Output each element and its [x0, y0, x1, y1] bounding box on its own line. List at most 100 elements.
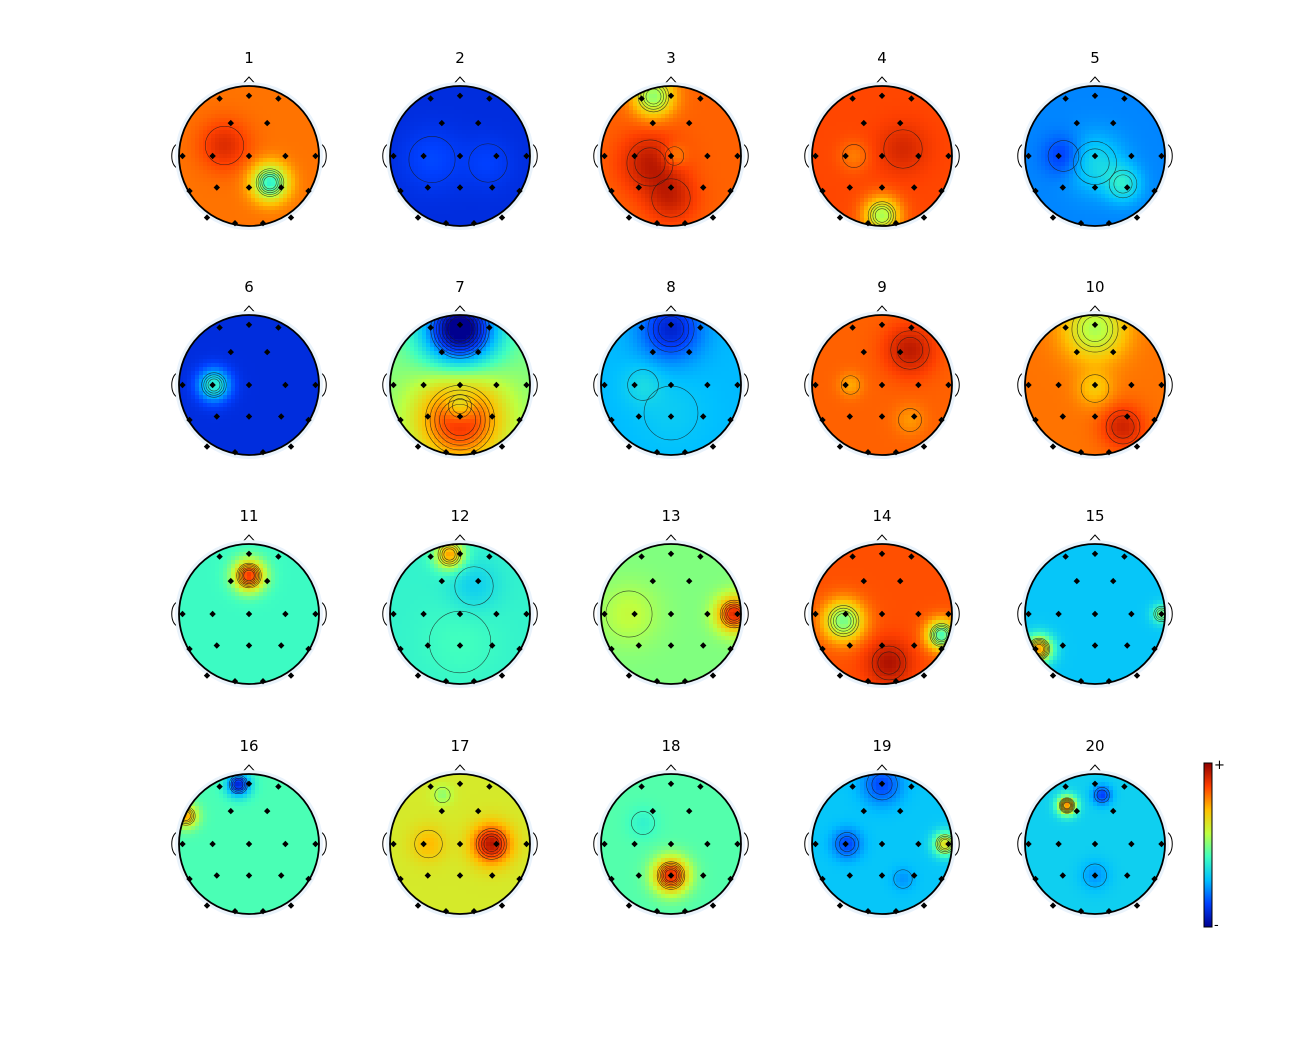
electrode-marker [704, 840, 711, 848]
electrode-marker [245, 610, 253, 618]
electrode-marker [878, 550, 886, 557]
electrode-marker [681, 449, 689, 456]
electrode-marker [878, 872, 886, 879]
electrode-marker [842, 840, 849, 848]
contour-line [241, 568, 257, 583]
electrode-marker [231, 220, 239, 227]
electrode-marker [892, 220, 900, 227]
head-outline [178, 314, 320, 456]
electrode-marker [489, 413, 496, 420]
contour-line [201, 372, 227, 398]
contour-line [656, 861, 686, 890]
electrode-marker [420, 381, 427, 389]
electrode-marker [667, 381, 675, 389]
electrode-marker [1105, 220, 1113, 227]
electrode-marker [700, 642, 707, 649]
electrode-marker [470, 449, 478, 456]
electrode-marker [819, 875, 826, 883]
contour-line [1105, 409, 1141, 445]
electrode-marker [486, 324, 493, 331]
contour-line [1080, 148, 1110, 178]
electrode-marker [516, 645, 523, 653]
electrode-marker [179, 610, 186, 618]
map-title: 19 [872, 737, 891, 755]
contour-line [1076, 315, 1114, 348]
electrode-marker [1032, 187, 1039, 195]
electrode-marker [819, 645, 826, 653]
electrode-marker [282, 152, 289, 160]
electrode-marker [275, 95, 282, 102]
contour-line [898, 408, 922, 432]
head-outline [389, 85, 531, 227]
electrode-marker [892, 678, 900, 685]
contour-line [1156, 609, 1165, 619]
electrode-marker [278, 872, 285, 879]
contour-line [874, 208, 890, 223]
electrode-marker [920, 443, 928, 450]
map-title: 7 [455, 278, 465, 296]
electrode-marker [608, 187, 615, 195]
electrode-marker [878, 381, 886, 389]
electrode-marker [493, 840, 500, 848]
scalp-map: 11 [171, 507, 327, 688]
electrode-marker [1151, 875, 1158, 883]
electrode-marker [819, 187, 826, 195]
electrode-marker [836, 672, 844, 679]
electrode-marker [1025, 381, 1032, 389]
electrode-marker [938, 187, 945, 195]
electrode-marker [186, 645, 193, 653]
electrode-marker [704, 610, 711, 618]
map-title: 13 [661, 507, 680, 525]
head-outline [389, 773, 531, 915]
electrode-marker [938, 875, 945, 883]
contour-line [835, 832, 859, 856]
electrode-marker [1049, 672, 1057, 679]
contour-line [719, 599, 741, 629]
map-title: 18 [661, 737, 680, 755]
contour-line [658, 316, 684, 342]
map-title: 11 [239, 507, 258, 525]
electrode-marker [1124, 642, 1131, 649]
electrode-marker [1077, 449, 1085, 456]
electrode-marker [1128, 840, 1135, 848]
electrode-marker [420, 840, 427, 848]
electrode-marker [920, 672, 928, 679]
electrode-marker [493, 381, 500, 389]
electrode-marker [209, 381, 216, 389]
head-outline [1024, 543, 1166, 685]
head-outline [1024, 314, 1166, 456]
electrode-marker [438, 119, 445, 127]
electrode-marker [667, 184, 675, 191]
electrode-marker [245, 92, 253, 99]
electrode-marker [227, 119, 234, 127]
scalp-map: 6 [171, 278, 327, 459]
contour-line [661, 866, 681, 885]
electrode-marker [312, 381, 319, 389]
electrode-marker [1055, 610, 1062, 618]
electrode-marker [245, 872, 253, 879]
scalp-map: 4 [804, 49, 960, 230]
electrode-marker [264, 119, 271, 127]
electrode-marker [470, 220, 478, 227]
electrode-marker [456, 840, 464, 848]
contour-line [434, 786, 451, 803]
contour-line [237, 564, 261, 587]
electrode-marker [1158, 840, 1165, 848]
electrode-marker [420, 152, 427, 160]
electrode-marker [456, 550, 464, 557]
contour-line [872, 206, 892, 225]
electrode-marker [667, 872, 675, 879]
electrode-marker [864, 449, 872, 456]
electrode-marker [1133, 902, 1141, 909]
contour-line [434, 394, 486, 446]
electrode-marker [1124, 872, 1131, 879]
contour-line [1153, 606, 1165, 622]
contour-line [867, 201, 897, 226]
contour-line [441, 315, 479, 348]
electrode-marker [523, 381, 530, 389]
electrode-marker [456, 152, 464, 160]
electrode-marker [186, 875, 193, 883]
electrode-marker [390, 381, 397, 389]
electrode-marker [259, 220, 267, 227]
